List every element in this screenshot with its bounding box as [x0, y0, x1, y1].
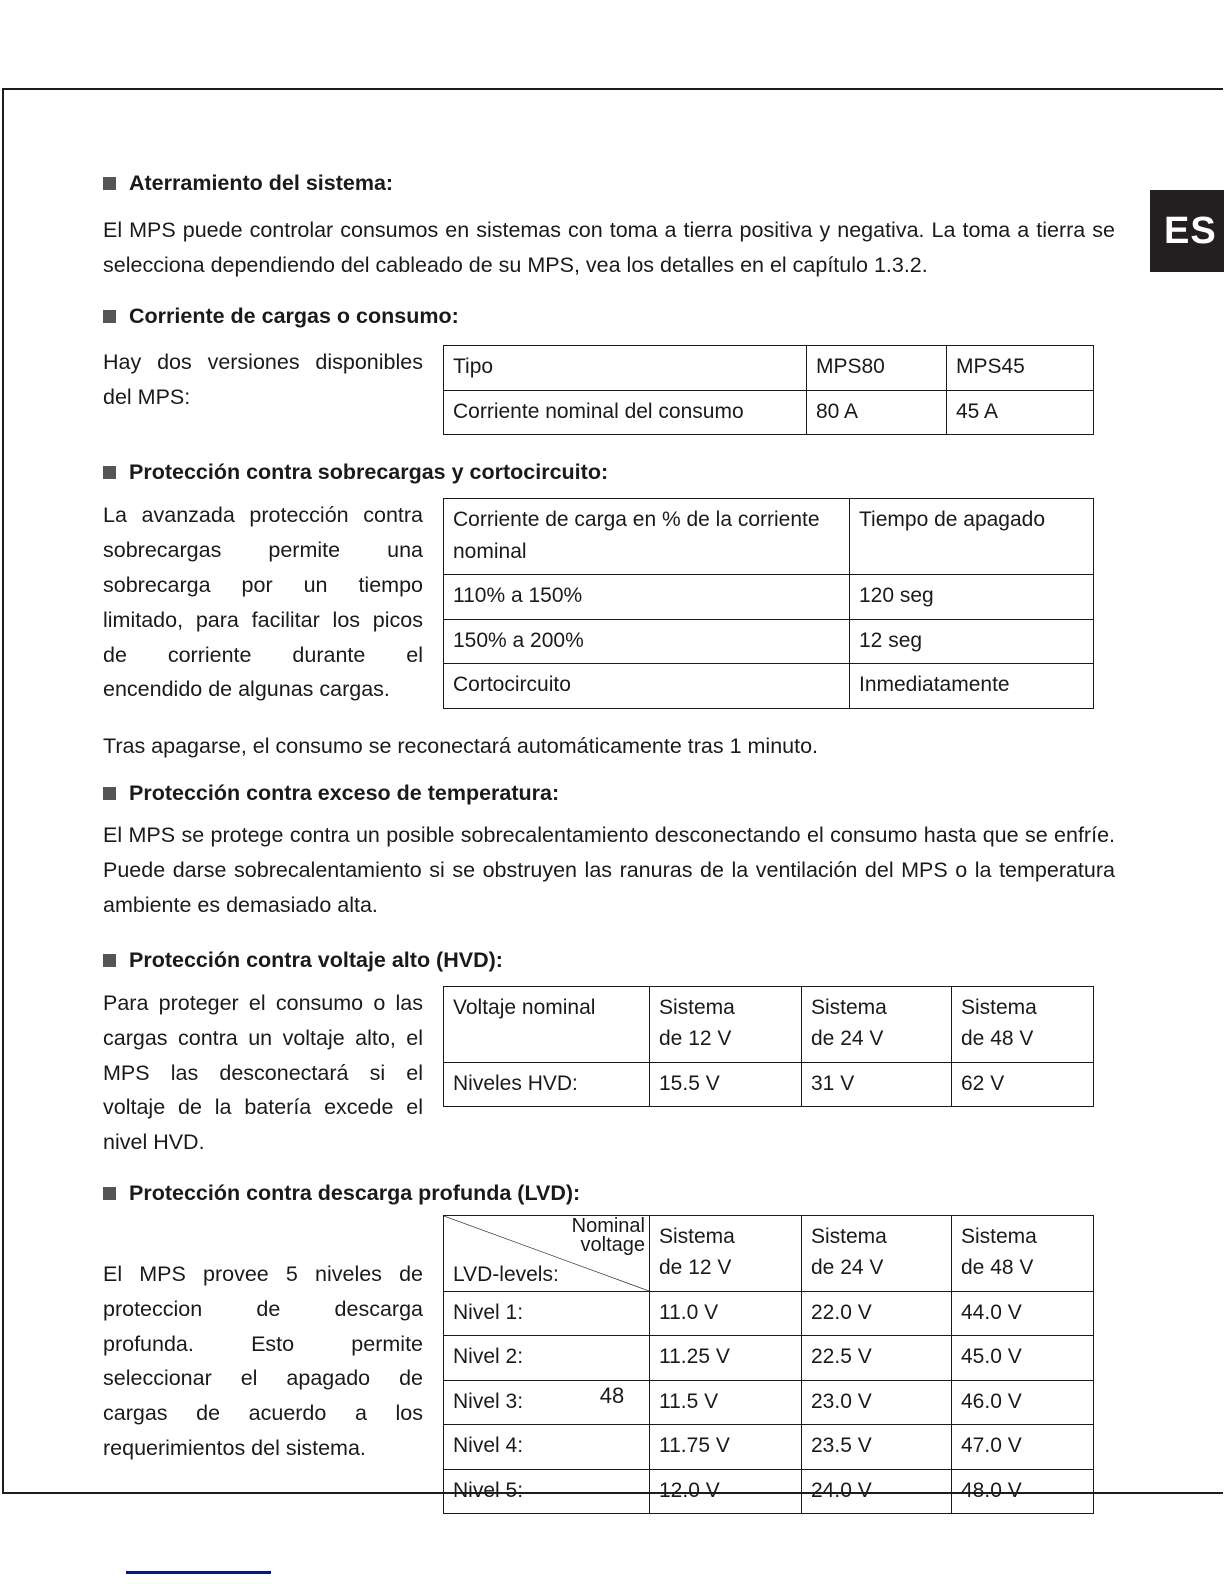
section-heading-text: Protección contra descarga profunda (LVD… — [129, 1180, 581, 1205]
lvd-cell-48v-2: 45.0 V — [951, 1335, 1094, 1381]
lvd-cell-12v-1: 11.0 V — [649, 1290, 802, 1337]
lvd-header-system-12v: Sistema de 12 V — [649, 1214, 802, 1292]
table-row: 150% a 200% 12 seg — [443, 618, 1094, 665]
language-tab: ES — [1150, 190, 1224, 272]
lvd-cell-24v-4: 23.5 V — [801, 1424, 952, 1470]
lvd-cell-level-label-1: Nivel 1: — [443, 1290, 650, 1337]
lvd-corner-nominal-voltage-label: Nominal voltage — [571, 1215, 645, 1257]
section-heading-overtemperature: Protección contra exceso de temperatura: — [103, 780, 1115, 807]
section-heading-hvd: Protección contra voltaje alto (HVD): — [103, 947, 1115, 974]
section-heading-text: Protección contra sobrecargas y cortocir… — [129, 460, 609, 485]
language-tab-label: ES — [1164, 209, 1217, 252]
lvd-cell-48v-5: 48.0 V — [951, 1468, 1094, 1515]
square-bullet-icon — [103, 1186, 116, 1200]
lvd-cell-12v-3: 11.5 V — [649, 1379, 802, 1426]
section-paragraph-hvd: Para proteger el consumo o las cargas co… — [103, 990, 423, 1155]
hvd-header-system-48v: Sistema de 48 V — [951, 985, 1094, 1063]
lvd-cell-48v-4: 47.0 V — [951, 1424, 1094, 1470]
models-cell-mps80-label: MPS80 — [806, 345, 947, 391]
overload-cell-range-1: 110% a 150% — [443, 574, 850, 620]
hvd-cell-48v: 62 V — [951, 1061, 1094, 1108]
hvd-block: Para proteger el consumo o las cargas co… — [103, 985, 1115, 1160]
section-heading-overload: Protección contra sobrecargas y cortocir… — [103, 459, 1115, 486]
lvd-cell-12v-4: 11.75 V — [649, 1424, 802, 1470]
overload-cell-time-2: 12 seg — [849, 618, 1094, 665]
lvd-cell-level-label-4: Nivel 4: — [443, 1424, 650, 1470]
overload-header-time: Tiempo de apagado — [849, 498, 1094, 576]
hvd-header-nominal-voltage: Voltaje nominal — [443, 985, 650, 1063]
models-cell-type-label: Tipo — [443, 345, 807, 391]
lvd-cell-24v-1: 22.0 V — [801, 1290, 952, 1337]
models-cell-mps45-current: 45 A — [946, 389, 1094, 436]
square-bullet-icon — [103, 953, 116, 967]
table-row: Nivel 1: 11.0 V 22.0 V 44.0 V — [443, 1290, 1094, 1337]
lvd-cell-48v-3: 46.0 V — [951, 1379, 1094, 1426]
table-row: Voltaje nominal Sistema de 12 V Sistema de… — [443, 985, 1094, 1063]
lvd-table: Nominal voltage LVD-levels: Sistema de 12 … — [443, 1214, 1094, 1515]
lvd-corner-header: Nominal voltage LVD-levels: — [443, 1214, 650, 1292]
bottom-accent-rule — [126, 1571, 271, 1574]
section-heading-text: Protección contra exceso de temperatura: — [129, 780, 560, 805]
table-row: Nominal voltage LVD-levels: Sistema de 12 … — [443, 1214, 1094, 1292]
lvd-cell-12v-2: 11.25 V — [649, 1335, 802, 1381]
lvd-corner-levels-label: LVD-levels: — [453, 1262, 559, 1286]
load-current-block: Hay dos versiones disponibles del MPS: T… — [103, 345, 1115, 436]
section-paragraph-overload: La avanzada protección contra sobrecarga… — [103, 503, 423, 702]
overload-reconnect-note: Tras apagarse, el consumo se reconectará… — [103, 733, 819, 758]
overload-header-current: Corriente de carga en % de la corriente … — [443, 498, 850, 576]
section-heading-lvd: Protección contra descarga profunda (LVD… — [103, 1180, 1115, 1207]
hvd-cell-12v: 15.5 V — [649, 1061, 802, 1108]
lvd-cell-48v-1: 44.0 V — [951, 1290, 1094, 1337]
models-table: Tipo MPS80 MPS45 Corriente nominal del c… — [443, 345, 1094, 436]
lvd-block: El MPS provee 5 niveles de proteccion de… — [103, 1214, 1115, 1515]
lvd-header-system-24v: Sistema de 24 V — [801, 1214, 952, 1292]
lvd-cell-level-label-5: Nivel 5: — [443, 1468, 650, 1515]
hvd-header-system-24v: Sistema de 24 V — [801, 985, 952, 1063]
overload-cell-range-2: 150% a 200% — [443, 618, 850, 665]
table-row: Cortocircuito Inmediatamente — [443, 663, 1094, 709]
section-heading-grounding: Aterramiento del sistema: — [103, 170, 1115, 197]
section-paragraph-grounding: El MPS puede controlar consumos en siste… — [103, 217, 1115, 277]
section-paragraph-overtemperature: El MPS se protege contra un posible sobr… — [103, 823, 1115, 918]
square-bullet-icon — [103, 466, 116, 480]
lvd-cell-24v-2: 22.5 V — [801, 1335, 952, 1381]
section-heading-text: Aterramiento del sistema: — [129, 171, 394, 195]
section-heading-text: Protección contra voltaje alto (HVD): — [129, 947, 503, 972]
table-row: Nivel 5: 12.0 V 24.0 V 48.0 V — [443, 1468, 1094, 1515]
hvd-table: Voltaje nominal Sistema de 12 V Sistema de… — [443, 985, 1094, 1108]
table-row: Niveles HVD: 15.5 V 31 V 62 V — [443, 1061, 1094, 1108]
overload-block: La avanzada protección contra sobrecarga… — [103, 498, 1115, 709]
lvd-cell-level-label-2: Nivel 2: — [443, 1335, 650, 1381]
overload-cell-time-3: Inmediatamente — [849, 663, 1094, 709]
square-bullet-icon — [103, 177, 116, 190]
hvd-cell-label: Niveles HVD: — [443, 1061, 650, 1108]
models-cell-mps80-current: 80 A — [806, 389, 947, 436]
models-cell-rated-current-label: Corriente nominal del consumo — [443, 389, 807, 436]
lvd-cell-24v-5: 24.0 V — [801, 1468, 952, 1515]
page-number: 48 — [599, 1383, 625, 1408]
page-content: Aterramiento del sistema: El MPS puede c… — [103, 170, 1115, 1515]
table-row: Corriente de carga en % de la corriente … — [443, 498, 1094, 576]
overload-cell-time-1: 120 seg — [849, 574, 1094, 620]
table-row: Tipo MPS80 MPS45 — [443, 345, 1094, 391]
section-paragraph-lvd: El MPS provee 5 niveles de proteccion de… — [103, 1261, 423, 1460]
section-paragraph-load-current: Hay dos versiones disponibles del MPS: — [103, 350, 423, 410]
hvd-cell-24v: 31 V — [801, 1061, 952, 1108]
table-row: Nivel 3: 11.5 V 23.0 V 46.0 V — [443, 1379, 1094, 1426]
table-row: Nivel 2: 11.25 V 22.5 V 45.0 V — [443, 1335, 1094, 1381]
section-heading-text: Corriente de cargas o consumo: — [129, 303, 459, 328]
overload-cell-range-3: Cortocircuito — [443, 663, 850, 709]
lvd-cell-12v-5: 12.0 V — [649, 1468, 802, 1515]
models-cell-mps45-label: MPS45 — [946, 345, 1094, 391]
table-row: Corriente nominal del consumo 80 A 45 A — [443, 389, 1094, 436]
lvd-cell-level-label-3: Nivel 3: — [443, 1379, 650, 1426]
hvd-header-system-12v: Sistema de 12 V — [649, 985, 802, 1063]
table-row: Nivel 4: 11.75 V 23.5 V 47.0 V — [443, 1424, 1094, 1470]
table-row: 110% a 150% 120 seg — [443, 574, 1094, 620]
lvd-header-system-48v: Sistema de 48 V — [951, 1214, 1094, 1292]
section-heading-load-current: Corriente de cargas o consumo: — [103, 303, 1115, 330]
overload-table: Corriente de carga en % de la corriente … — [443, 498, 1094, 709]
square-bullet-icon — [103, 786, 116, 800]
square-bullet-icon — [103, 309, 116, 323]
